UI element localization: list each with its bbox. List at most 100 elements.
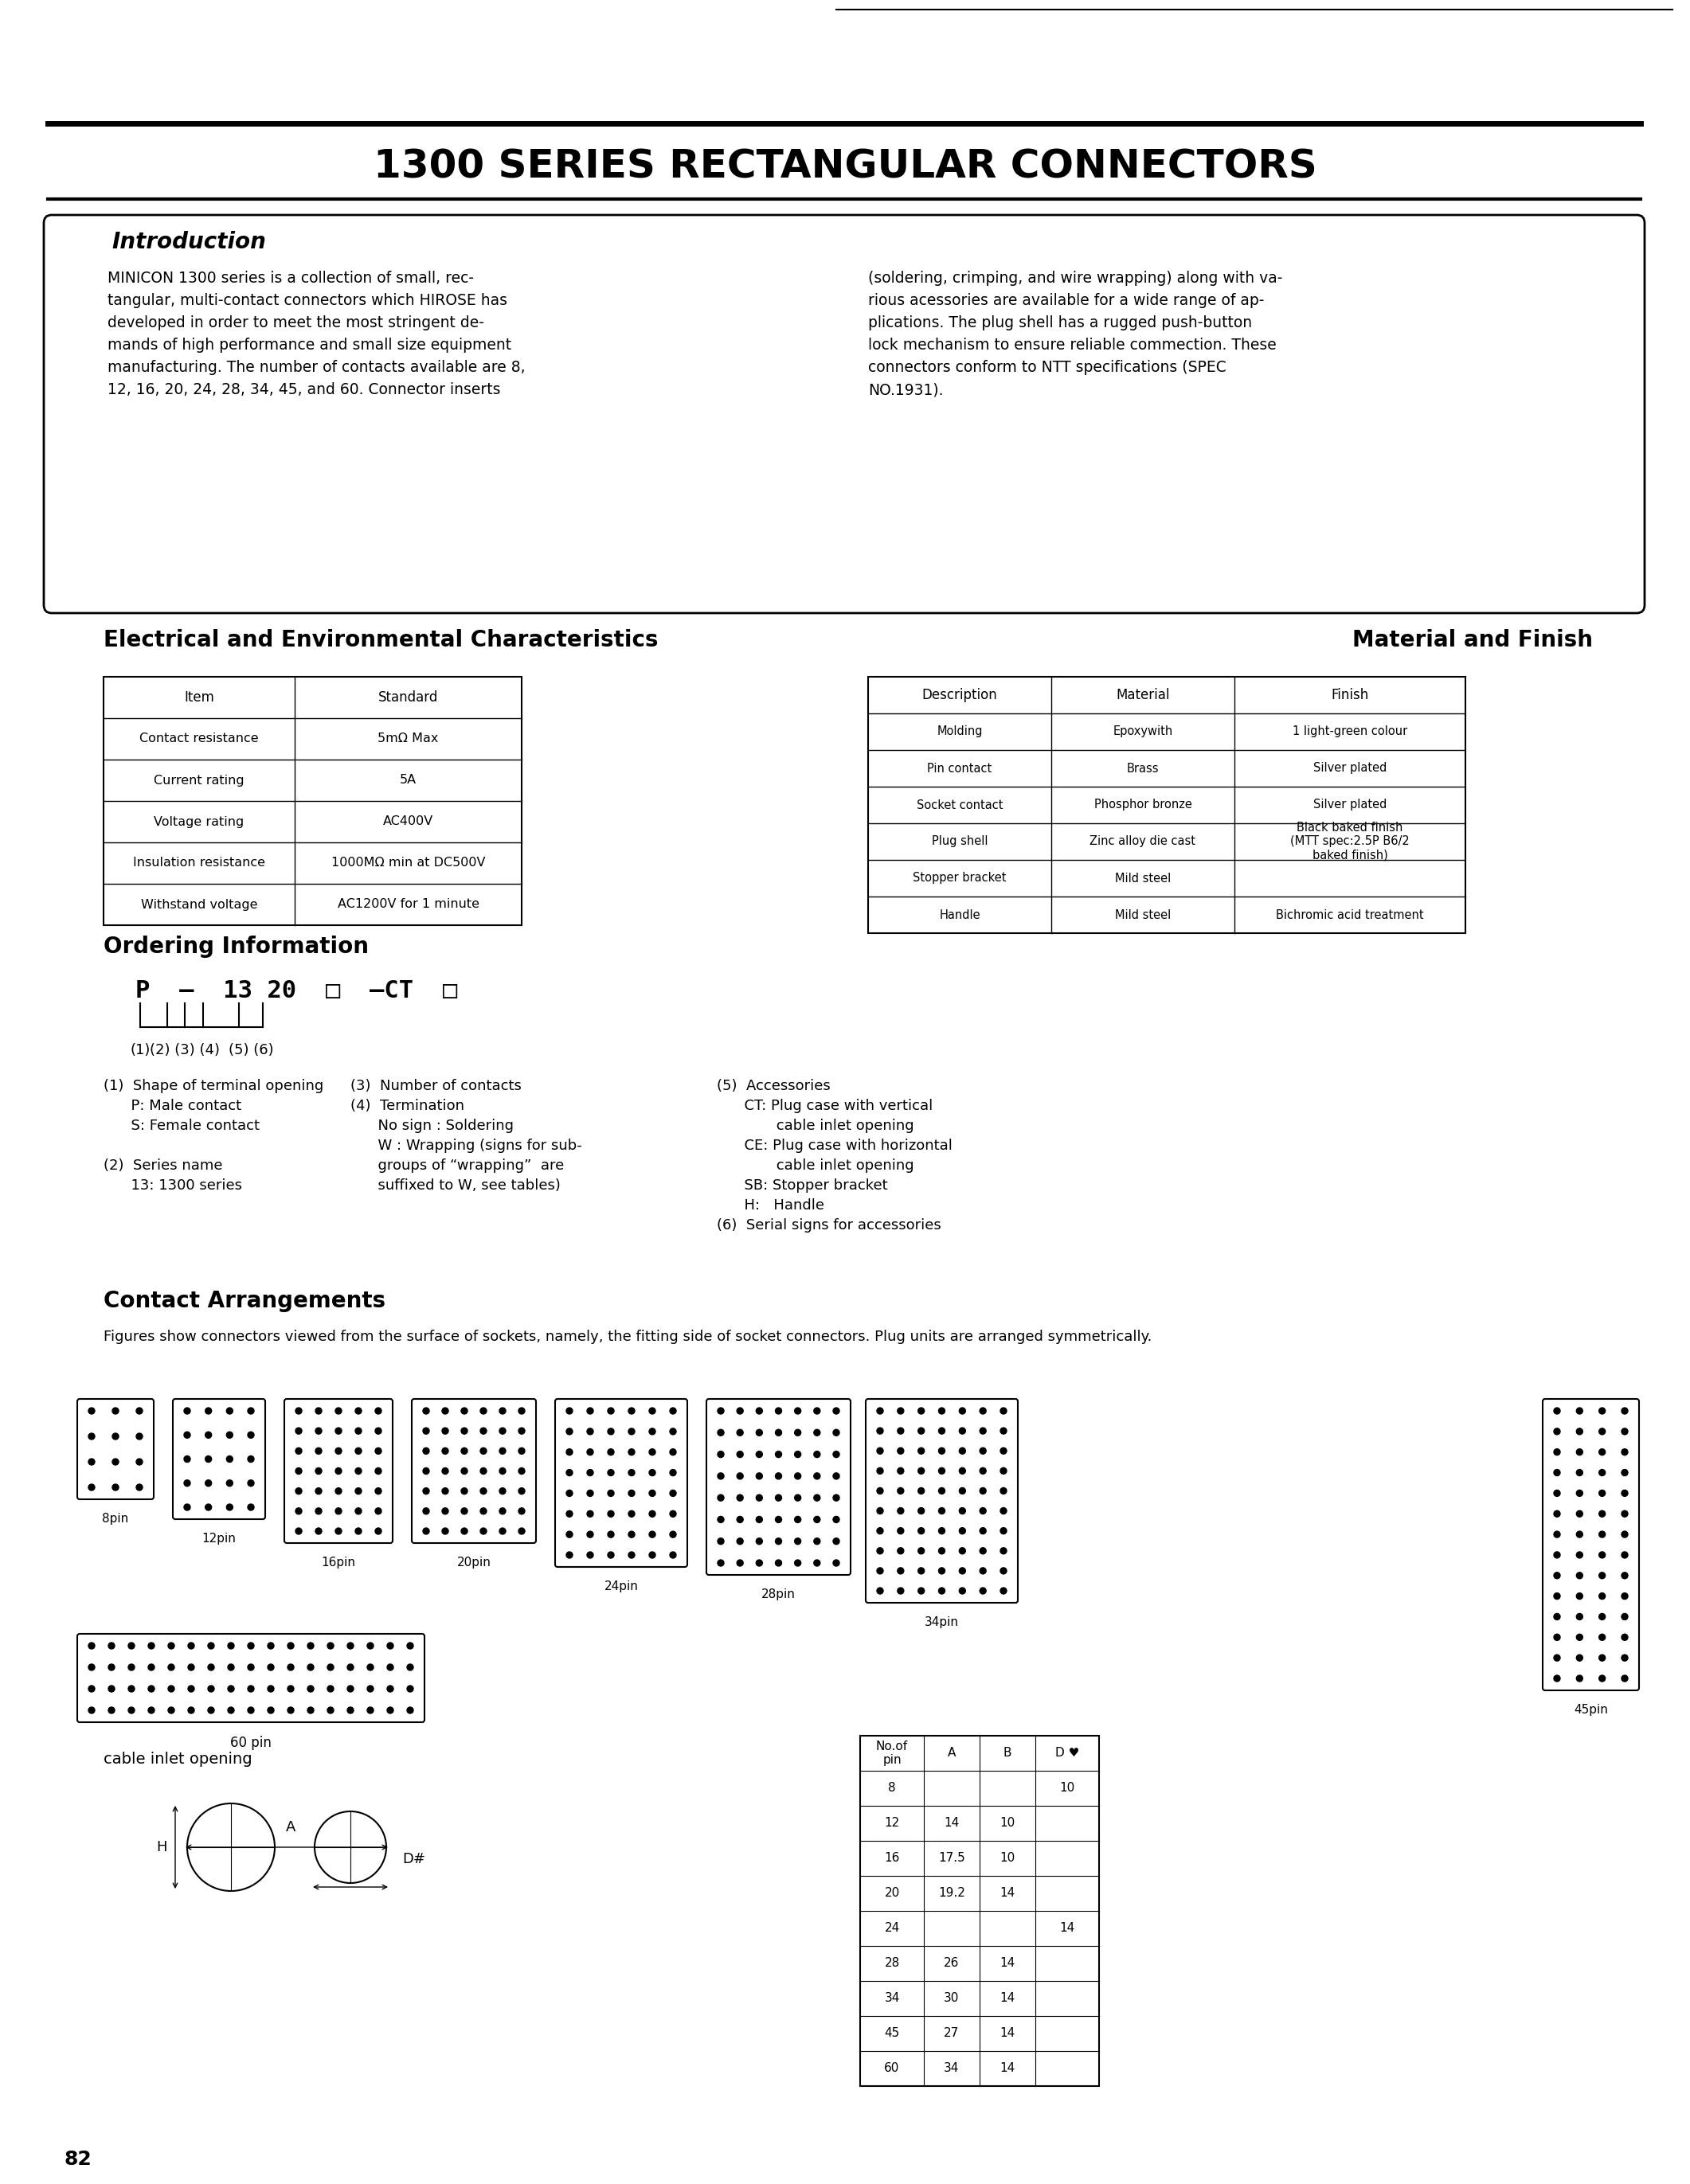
Circle shape (794, 1472, 801, 1479)
Circle shape (776, 1494, 782, 1500)
Circle shape (938, 1507, 945, 1514)
Circle shape (499, 1529, 505, 1535)
Circle shape (167, 1664, 174, 1671)
Circle shape (938, 1548, 945, 1555)
Bar (103, 677, 522, 926)
Circle shape (877, 1507, 884, 1514)
Circle shape (776, 1428, 782, 1435)
Circle shape (112, 1433, 118, 1439)
Circle shape (877, 1588, 884, 1594)
Circle shape (877, 1468, 884, 1474)
Text: A: A (948, 1747, 957, 1760)
Text: Brass: Brass (1127, 762, 1159, 775)
Circle shape (519, 1409, 526, 1413)
Circle shape (287, 1642, 294, 1649)
Circle shape (443, 1487, 448, 1494)
Circle shape (184, 1481, 191, 1487)
Bar (860, 1736, 1098, 2086)
Circle shape (1553, 1448, 1560, 1455)
Circle shape (1599, 1448, 1605, 1455)
Circle shape (1577, 1511, 1584, 1518)
Circle shape (519, 1448, 526, 1455)
Circle shape (88, 1433, 95, 1439)
Text: D#: D# (402, 1852, 426, 1867)
FancyBboxPatch shape (78, 1400, 154, 1498)
Text: 27: 27 (945, 2027, 960, 2040)
Circle shape (335, 1428, 341, 1435)
Text: P  –  13 20  □  –CT  □: P – 13 20 □ –CT □ (135, 978, 458, 1002)
Circle shape (443, 1428, 448, 1435)
Circle shape (566, 1489, 573, 1496)
Circle shape (226, 1433, 233, 1437)
Circle shape (248, 1664, 253, 1671)
Circle shape (328, 1642, 333, 1649)
Circle shape (1553, 1675, 1560, 1682)
Circle shape (480, 1487, 487, 1494)
Circle shape (226, 1457, 233, 1463)
Circle shape (519, 1487, 526, 1494)
Text: Material and Finish: Material and Finish (1352, 629, 1594, 651)
Circle shape (499, 1487, 505, 1494)
Circle shape (208, 1664, 215, 1671)
Circle shape (248, 1505, 253, 1511)
Text: 24: 24 (884, 1922, 899, 1935)
Text: Mild steel: Mild steel (1115, 909, 1171, 922)
Circle shape (355, 1487, 362, 1494)
Text: 28: 28 (884, 1957, 899, 1970)
Text: Zinc alloy die cast: Zinc alloy die cast (1090, 836, 1197, 847)
Circle shape (1599, 1470, 1605, 1476)
Circle shape (586, 1511, 593, 1518)
Circle shape (367, 1642, 373, 1649)
Circle shape (897, 1448, 904, 1455)
Circle shape (776, 1409, 782, 1413)
Circle shape (443, 1409, 448, 1413)
Text: (3)  Number of contacts
(4)  Termination
      No sign : Soldering
      W : Wra: (3) Number of contacts (4) Termination N… (350, 1079, 581, 1192)
Circle shape (960, 1428, 965, 1435)
Text: 1000MΩ min at DC500V: 1000MΩ min at DC500V (331, 856, 485, 869)
Circle shape (586, 1531, 593, 1538)
Text: 14: 14 (1000, 1957, 1016, 1970)
Circle shape (833, 1409, 840, 1413)
Text: 20: 20 (884, 1887, 899, 1900)
Circle shape (461, 1468, 468, 1474)
Circle shape (1577, 1592, 1584, 1599)
Circle shape (1599, 1511, 1605, 1518)
Circle shape (669, 1531, 676, 1538)
Circle shape (208, 1642, 215, 1649)
Circle shape (308, 1686, 314, 1693)
Circle shape (815, 1472, 820, 1479)
Circle shape (718, 1516, 723, 1522)
Circle shape (355, 1448, 362, 1455)
Circle shape (980, 1468, 985, 1474)
Text: Item: Item (184, 690, 215, 705)
Text: 30: 30 (945, 1992, 960, 2005)
Circle shape (248, 1481, 253, 1487)
Text: 60 pin: 60 pin (230, 1736, 272, 1749)
Text: MINICON 1300 series is a collection of small, rec-
tangular, multi-contact conne: MINICON 1300 series is a collection of s… (108, 271, 526, 397)
Text: Epoxywith: Epoxywith (1114, 725, 1173, 738)
Text: Electrical and Environmental Characteristics: Electrical and Environmental Characteris… (103, 629, 657, 651)
Circle shape (88, 1708, 95, 1714)
Circle shape (566, 1409, 573, 1413)
Circle shape (960, 1588, 965, 1594)
Text: Bichromic acid treatment: Bichromic acid treatment (1276, 909, 1425, 922)
Circle shape (387, 1664, 394, 1671)
Circle shape (226, 1505, 233, 1511)
Circle shape (228, 1686, 235, 1693)
Circle shape (918, 1588, 924, 1594)
Circle shape (137, 1485, 142, 1489)
Circle shape (629, 1531, 635, 1538)
Circle shape (316, 1468, 321, 1474)
Circle shape (980, 1507, 985, 1514)
Circle shape (137, 1433, 142, 1439)
FancyBboxPatch shape (78, 1634, 424, 1723)
Circle shape (755, 1428, 762, 1435)
Circle shape (718, 1559, 723, 1566)
Circle shape (1599, 1553, 1605, 1557)
Circle shape (960, 1568, 965, 1575)
Circle shape (586, 1428, 593, 1435)
Circle shape (877, 1409, 884, 1413)
Text: 45pin: 45pin (1573, 1704, 1607, 1717)
Text: A: A (286, 1819, 296, 1835)
Circle shape (316, 1487, 321, 1494)
